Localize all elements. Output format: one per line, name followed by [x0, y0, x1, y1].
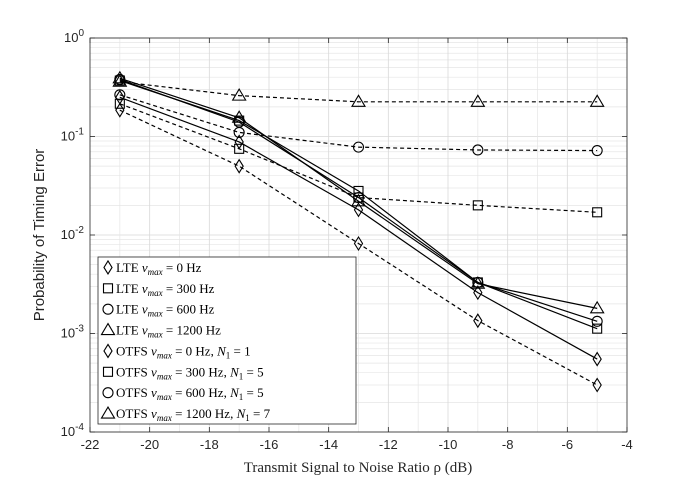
x-tick-label: -22 — [81, 437, 100, 452]
series-line — [119, 94, 598, 152]
series-layer — [112, 70, 605, 393]
data-point — [470, 94, 486, 107]
data-point — [470, 276, 486, 289]
series-line — [119, 78, 598, 322]
legend-label: OTFS νmax = 0 Hz, N1 = 1 — [116, 343, 251, 360]
x-tick-label: -10 — [439, 437, 458, 452]
data-point — [591, 315, 603, 327]
data-point — [351, 94, 366, 107]
legend-label: OTFS νmax = 300 Hz, N1 = 5 — [116, 364, 264, 381]
legend-marker — [103, 343, 113, 359]
data-point — [353, 235, 364, 252]
data-point — [592, 207, 603, 218]
legend-label: LTE νmax = 300 Hz — [116, 281, 215, 298]
legend-marker — [102, 303, 114, 315]
x-tick-label: -20 — [140, 437, 159, 452]
data-point — [231, 88, 247, 101]
series-line — [119, 77, 598, 309]
legend-entry: OTFS νmax = 600 Hz, N1 = 5 — [102, 385, 264, 402]
data-point — [473, 313, 483, 329]
series-line — [119, 96, 598, 360]
data-point — [472, 200, 483, 211]
data-point — [231, 110, 247, 123]
series-line — [119, 103, 598, 213]
data-point — [352, 141, 365, 153]
legend-label: LTE νmax = 600 Hz — [116, 302, 215, 319]
y-tick-label: 100 — [64, 28, 84, 45]
x-tick-label: -4 — [621, 437, 633, 452]
legend-label: OTFS νmax = 600 Hz, N1 = 5 — [116, 385, 264, 402]
data-point — [234, 143, 245, 154]
data-point — [112, 70, 128, 84]
data-point — [592, 351, 602, 367]
data-point — [234, 158, 244, 174]
x-tick-label: -12 — [379, 437, 398, 452]
legend-entry: LTE νmax = 300 Hz — [102, 281, 215, 298]
legend-entry: OTFS νmax = 0 Hz, N1 = 1 — [103, 343, 251, 360]
x-tick-label: -6 — [562, 437, 574, 452]
series-line — [119, 81, 598, 103]
y-axis-label: Probability of Timing Error — [31, 149, 48, 322]
data-point — [234, 134, 244, 150]
x-axis-label: Transmit Signal to Noise Ratio ρ (dB) — [244, 460, 473, 476]
y-tick-label: 10-2 — [61, 225, 85, 242]
legend-entry: OTFS νmax = 300 Hz, N1 = 5 — [102, 364, 264, 381]
x-tick-label: -16 — [260, 437, 279, 452]
series-line — [119, 109, 598, 386]
legend-entry: LTE νmax = 1200 Hz — [100, 322, 221, 340]
y-tick-label: 10-1 — [61, 127, 85, 144]
legend-marker — [100, 322, 116, 336]
legend: LTE νmax = 0 Hz LTE νmax = 300 Hz LTE νmax… — [97, 256, 357, 425]
x-tick-label: -14 — [319, 437, 338, 452]
legend-entry: LTE νmax = 600 Hz — [102, 302, 215, 319]
series-5 — [115, 89, 602, 367]
x-tick-label: -18 — [200, 437, 219, 452]
legend-label: LTE νmax = 0 Hz — [116, 260, 202, 277]
legend-marker — [103, 259, 113, 275]
legend-marker — [102, 366, 114, 377]
x-tick-label: -8 — [502, 437, 514, 452]
legend-label: LTE νmax = 1200 Hz — [116, 323, 221, 340]
data-point — [114, 98, 125, 109]
series-8 — [112, 70, 605, 314]
legend-entry: OTFS νmax = 1200 Hz, N1 = 7 — [100, 405, 271, 423]
data-point — [472, 144, 484, 156]
data-point — [353, 202, 364, 218]
data-point — [592, 323, 603, 334]
data-point — [351, 193, 366, 207]
legend-marker — [102, 387, 114, 399]
legend-marker — [102, 283, 114, 294]
data-point — [473, 285, 483, 301]
y-tick-label: 10-3 — [61, 324, 85, 341]
data-point — [115, 89, 125, 105]
legend-marker — [100, 405, 116, 419]
legend-label: OTFS νmax = 1200 Hz, N1 = 7 — [116, 406, 271, 423]
data-point — [591, 145, 603, 157]
y-tick-label: 10-4 — [61, 422, 85, 439]
axis-ticks: -22 -20 -18 -16 -14 -12 -10 -8 -6 -4 100 10-1 10-2 10… — [61, 28, 633, 452]
data-point — [592, 377, 602, 393]
legend-entry: LTE νmax = 0 Hz — [103, 259, 202, 277]
data-point — [589, 94, 605, 107]
data-point — [589, 300, 605, 314]
legend-box — [97, 256, 357, 425]
